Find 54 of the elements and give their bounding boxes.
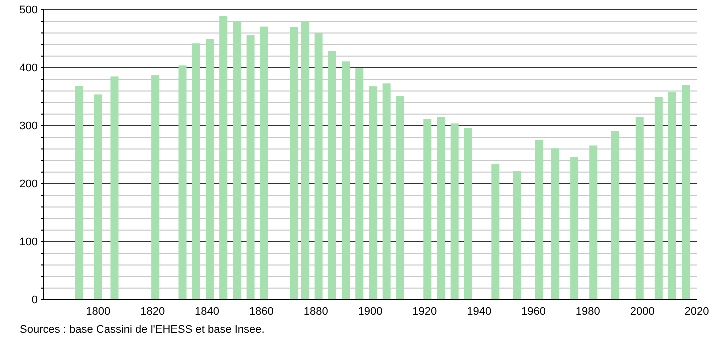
x-tick-label: 1840 bbox=[195, 306, 220, 318]
bar bbox=[178, 66, 187, 300]
y-tick-label: 200 bbox=[20, 178, 38, 191]
bar bbox=[152, 76, 160, 300]
x-tick-label: 1960 bbox=[522, 306, 546, 318]
bar bbox=[110, 76, 119, 300]
bar bbox=[492, 164, 500, 300]
x-tick-label: 1920 bbox=[412, 306, 438, 318]
bar bbox=[94, 94, 102, 300]
x-tick-label: 1860 bbox=[249, 306, 274, 318]
bar bbox=[654, 97, 663, 300]
bar bbox=[290, 27, 298, 300]
bar bbox=[668, 92, 677, 300]
x-tick-label: 1800 bbox=[86, 306, 111, 318]
bar bbox=[382, 84, 391, 300]
bar bbox=[342, 62, 350, 300]
x-tick-label: 1820 bbox=[140, 306, 166, 318]
bar bbox=[611, 131, 620, 300]
y-tick-label: 400 bbox=[20, 62, 38, 75]
x-tick-label: 1940 bbox=[467, 306, 492, 318]
bar bbox=[328, 51, 336, 300]
bar bbox=[192, 44, 200, 300]
x-tick-label: 1980 bbox=[576, 306, 600, 318]
bar bbox=[552, 148, 560, 300]
bar bbox=[570, 157, 579, 300]
bar bbox=[75, 86, 84, 300]
bar bbox=[535, 140, 544, 300]
y-tick-label: 300 bbox=[20, 120, 38, 133]
bar bbox=[450, 124, 459, 300]
y-tick-label: 500 bbox=[20, 4, 38, 17]
bar bbox=[590, 146, 598, 300]
bar bbox=[396, 96, 404, 300]
x-tick-label: 1880 bbox=[304, 306, 328, 318]
bar bbox=[301, 22, 310, 300]
bar bbox=[464, 128, 472, 300]
x-tick-label: 1900 bbox=[358, 306, 383, 318]
bar bbox=[356, 68, 364, 300]
bar bbox=[220, 16, 228, 300]
bar bbox=[437, 117, 446, 300]
y-tick-label: 100 bbox=[20, 236, 38, 249]
bar bbox=[682, 85, 690, 300]
source-note: Sources : base Cassini de l'EHESS et base Insee. bbox=[20, 324, 265, 336]
y-tick-label: 0 bbox=[32, 294, 38, 307]
bar bbox=[314, 33, 323, 300]
bar bbox=[369, 86, 378, 300]
bar bbox=[233, 22, 242, 300]
bar bbox=[246, 36, 255, 300]
bar bbox=[260, 26, 268, 300]
bar bbox=[206, 39, 214, 300]
bar bbox=[513, 171, 522, 300]
bar bbox=[424, 119, 432, 300]
x-tick-label: 2000 bbox=[630, 306, 655, 318]
x-tick-label: 2020 bbox=[684, 306, 710, 318]
bar bbox=[636, 117, 644, 300]
